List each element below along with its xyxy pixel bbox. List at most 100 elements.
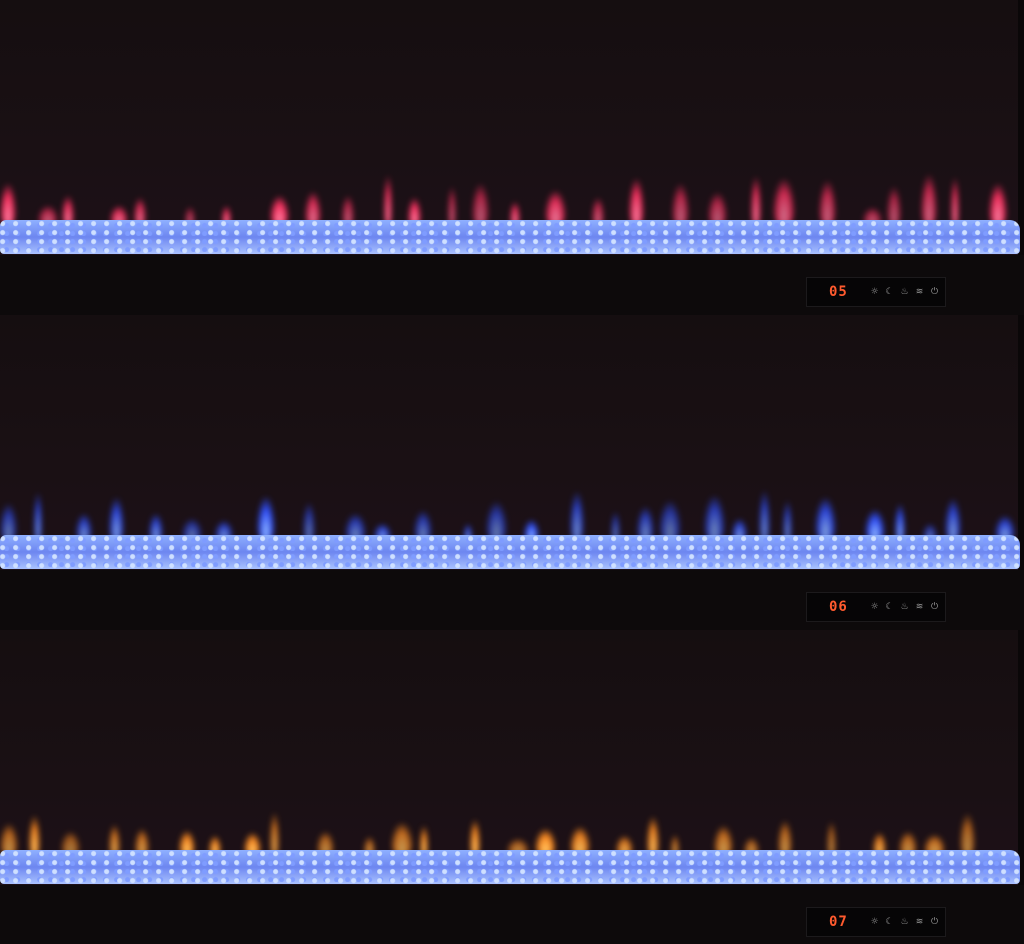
flame bbox=[534, 828, 557, 855]
flame bbox=[704, 496, 726, 540]
flame bbox=[470, 819, 480, 855]
timer-moon-icon[interactable]: ☾ bbox=[885, 287, 894, 297]
flame bbox=[647, 817, 659, 855]
flame bbox=[777, 821, 793, 855]
flame-icon[interactable]: ♨ bbox=[900, 917, 909, 927]
flame bbox=[570, 492, 585, 540]
fireplace-panel: 06 ☼ ☾ ♨ ≋ ⏻ bbox=[0, 315, 1024, 630]
flame bbox=[944, 499, 962, 540]
flame bbox=[472, 184, 490, 225]
power-icon[interactable]: ⏻ bbox=[930, 287, 939, 297]
flame bbox=[591, 197, 605, 225]
flame bbox=[33, 493, 43, 540]
heat-icon[interactable]: ≋ bbox=[915, 602, 924, 612]
flame bbox=[670, 835, 680, 855]
flame bbox=[257, 496, 275, 540]
fireplace-panel: 05 ☼ ☾ ♨ ≋ ⏻ bbox=[0, 0, 1024, 315]
flame bbox=[208, 835, 221, 855]
flame bbox=[108, 825, 120, 855]
flame bbox=[463, 523, 473, 540]
flame bbox=[317, 832, 335, 855]
flame bbox=[363, 837, 376, 855]
timer-moon-icon[interactable]: ☾ bbox=[885, 917, 894, 927]
timer-moon-icon[interactable]: ☾ bbox=[885, 602, 894, 612]
flames bbox=[0, 0, 1018, 230]
flame bbox=[873, 833, 886, 855]
flame bbox=[179, 831, 196, 855]
flame bbox=[894, 503, 905, 540]
flame bbox=[773, 179, 795, 225]
flame bbox=[545, 190, 567, 225]
flame bbox=[0, 184, 17, 225]
flame bbox=[109, 498, 124, 540]
flame bbox=[341, 196, 355, 225]
flame bbox=[76, 513, 92, 540]
flame bbox=[732, 519, 748, 540]
flame bbox=[671, 184, 690, 225]
flame bbox=[184, 206, 195, 225]
heat-icon[interactable]: ≋ bbox=[915, 287, 924, 297]
flame bbox=[407, 198, 421, 225]
flame bbox=[959, 813, 975, 855]
flame bbox=[629, 179, 644, 225]
flame bbox=[865, 510, 886, 540]
brightness-icon[interactable]: ☼ bbox=[870, 917, 879, 927]
flame bbox=[751, 177, 762, 225]
flame bbox=[827, 822, 836, 855]
firebox bbox=[0, 0, 1018, 255]
flame bbox=[510, 201, 520, 225]
power-icon[interactable]: ⏻ bbox=[930, 917, 939, 927]
firebox bbox=[0, 630, 1018, 885]
flames bbox=[0, 630, 1018, 860]
setting-display: 07 bbox=[829, 914, 848, 930]
flame bbox=[758, 491, 770, 540]
flame bbox=[304, 192, 322, 225]
flame bbox=[270, 813, 280, 855]
flame bbox=[818, 181, 837, 225]
flame bbox=[390, 823, 413, 855]
flame bbox=[384, 175, 393, 225]
flame bbox=[182, 519, 203, 540]
flame bbox=[61, 195, 74, 225]
flame bbox=[989, 184, 1008, 225]
flame bbox=[887, 186, 901, 225]
flame bbox=[29, 815, 40, 855]
flame-icon[interactable]: ♨ bbox=[900, 287, 909, 297]
flame bbox=[244, 832, 261, 855]
flame bbox=[951, 177, 960, 225]
flame bbox=[899, 832, 917, 855]
flame bbox=[302, 502, 316, 540]
brightness-icon[interactable]: ☼ bbox=[870, 602, 879, 612]
flame bbox=[270, 196, 290, 225]
flame bbox=[486, 501, 507, 540]
flame bbox=[420, 825, 429, 855]
power-icon[interactable]: ⏻ bbox=[930, 602, 939, 612]
control-panel: 07 ☼ ☾ ♨ ≋ ⏻ bbox=[806, 907, 946, 937]
setting-display: 06 bbox=[829, 599, 848, 615]
flame bbox=[221, 206, 231, 225]
flame bbox=[570, 826, 590, 855]
flame bbox=[923, 835, 946, 855]
setting-display: 05 bbox=[829, 284, 848, 300]
flame bbox=[637, 507, 654, 540]
crystal-ember-bed bbox=[0, 535, 1020, 569]
flame bbox=[149, 513, 163, 540]
crystal-ember-bed bbox=[0, 220, 1020, 254]
control-panel: 05 ☼ ☾ ♨ ≋ ⏻ bbox=[806, 277, 946, 307]
firebox bbox=[0, 315, 1018, 570]
flame bbox=[995, 515, 1016, 540]
heat-icon[interactable]: ≋ bbox=[915, 917, 924, 927]
flame bbox=[610, 512, 620, 540]
flame bbox=[815, 497, 836, 540]
flame bbox=[344, 514, 367, 540]
brightness-icon[interactable]: ☼ bbox=[870, 287, 879, 297]
flame bbox=[60, 831, 81, 855]
flame bbox=[414, 510, 432, 540]
crystal-ember-bed bbox=[0, 850, 1020, 884]
flame bbox=[0, 823, 19, 855]
flame bbox=[134, 829, 150, 855]
flame-icon[interactable]: ♨ bbox=[900, 602, 909, 612]
flames bbox=[0, 315, 1018, 545]
flame bbox=[713, 826, 734, 855]
